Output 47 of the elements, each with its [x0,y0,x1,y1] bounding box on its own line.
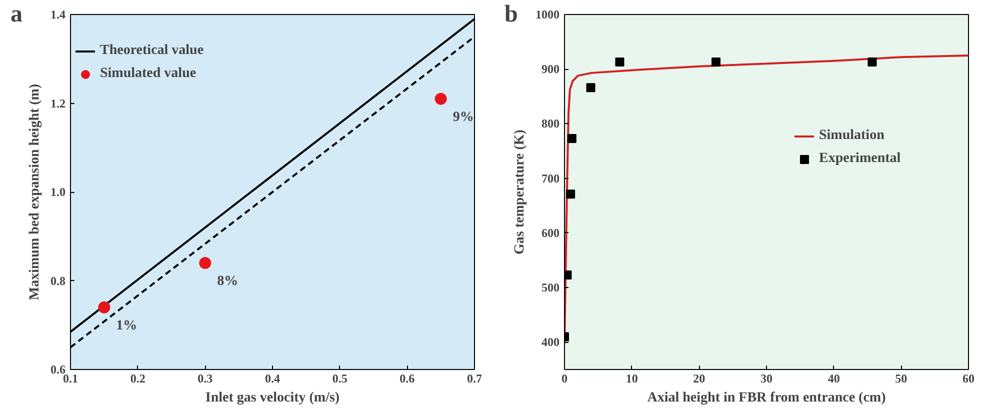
point [868,58,877,67]
point [98,301,110,314]
x-tick-label: 20 [693,372,706,386]
x-tick-label: 40 [828,372,840,386]
text: a [10,2,22,28]
legend-label: Simulated value [100,66,196,82]
annotation: 8% [217,274,238,289]
point [434,92,447,105]
x-tick-label: 50 [895,372,908,386]
x-tick-label: 0.7 [467,372,482,386]
x-tick-label: 0.4 [265,372,280,386]
point [586,83,596,92]
y-axis-title: Maximum bed expansion height (m) [28,84,42,300]
y-tick-label: 1.0 [50,185,66,199]
x-tick-label: 0.5 [332,372,348,386]
y-tick-label: 1.2 [50,96,66,110]
y-tick-label: 800 [542,116,560,131]
legend-label: Experimental [819,151,901,167]
point [566,190,576,199]
annotation: 9% [452,110,474,125]
x-axis-title: Inlet gas velocity (m/s) [205,390,340,406]
y-tick-label: 0.8 [50,274,66,288]
text: b [504,2,518,28]
y-tick-label: 600 [542,226,560,240]
annotation: 1% [116,318,138,334]
point [567,134,576,143]
x-tick-label: 0 [562,372,568,386]
legend-label: Theoretical value [100,43,204,59]
y-tick-label: 1000 [536,8,560,22]
y-tick-label: 1.4 [50,8,66,22]
x-tick-label: 10 [626,372,638,386]
y-tick-label: 400 [542,335,560,350]
point [712,58,720,67]
y-tick-label: 500 [542,280,560,295]
legend-label: Simulation [819,128,884,144]
x-tick-label: 60 [962,372,974,386]
y-tick-label: 700 [542,171,560,186]
y-axis-title: Gas temperature (K) [512,129,528,254]
x-axis-title: Axial height in FBR from entrance (cm) [647,390,886,406]
x-tick-label: 0.2 [130,372,146,386]
y-tick-label: 900 [542,62,560,76]
x-tick-label: 0.3 [198,372,213,386]
point [615,58,624,67]
point [199,257,212,269]
line-series [564,54,968,344]
x-tick-label: 0.6 [400,372,415,386]
x-tick-label: 30 [760,372,772,386]
